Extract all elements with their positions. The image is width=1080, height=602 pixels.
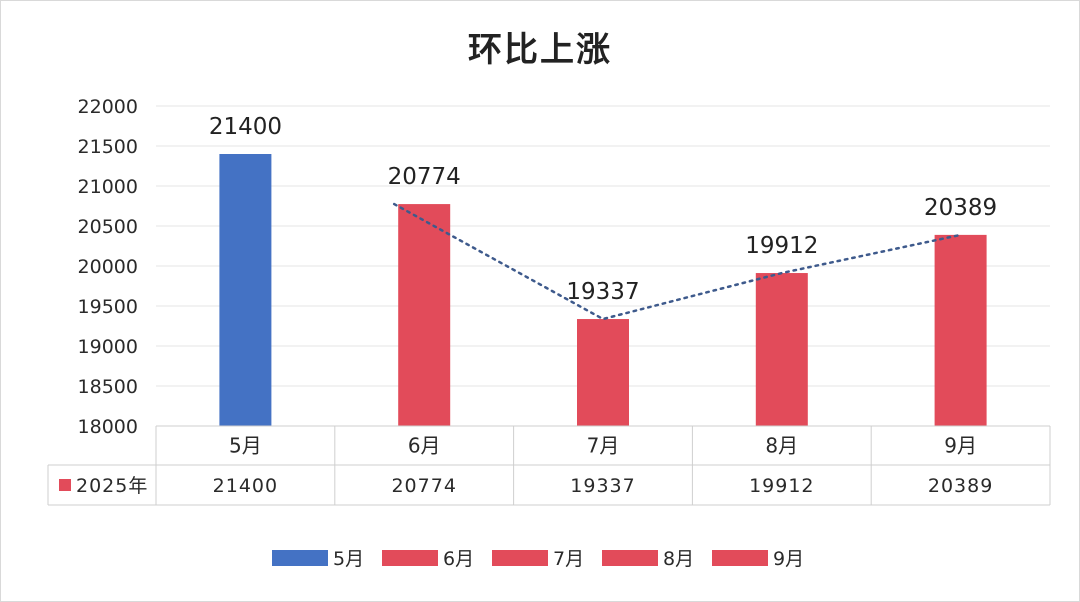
y-tick-label: 19000 (78, 336, 138, 358)
data-label: 19912 (745, 233, 818, 259)
table-cell: 19912 (749, 475, 814, 497)
y-tick-label: 18000 (78, 416, 138, 438)
data-label: 21400 (209, 114, 282, 140)
bar-2 (398, 204, 451, 426)
data-label: 19337 (566, 279, 639, 305)
bar-1 (219, 154, 272, 426)
y-tick-label: 20000 (78, 256, 138, 278)
bars (219, 154, 987, 426)
data-table: 5月 6月 7月 8月 9月 2025年 21400 20774 19337 19912 20389 (47, 425, 1051, 506)
table-cell: 20389 (928, 475, 993, 497)
category-label: 8月 (765, 434, 798, 458)
bar-3 (577, 319, 629, 426)
y-tick-label: 22000 (78, 96, 138, 118)
legend-swatch (272, 550, 328, 566)
table-legend-swatch (59, 479, 71, 491)
legend-swatch (602, 550, 658, 566)
category-label: 6月 (408, 434, 441, 458)
table-cell: 20774 (391, 475, 456, 497)
legend-swatch (382, 550, 438, 566)
y-tick-label: 20500 (78, 216, 138, 238)
legend: 5月 6月 7月 8月 9月 (272, 548, 804, 570)
y-tick-label: 19500 (78, 296, 138, 318)
legend-label: 9月 (773, 548, 804, 570)
table-cell: 19337 (570, 475, 635, 497)
trendline-path (392, 202, 962, 321)
y-tick-label: 18500 (78, 376, 138, 398)
category-label: 7月 (587, 434, 620, 458)
data-label: 20774 (388, 164, 461, 190)
table-cell: 21400 (213, 475, 278, 497)
bar-5 (934, 234, 987, 426)
y-tick-label: 21000 (78, 176, 138, 198)
legend-label: 5月 (333, 548, 364, 570)
legend-swatch (492, 550, 548, 566)
gridlines (156, 105, 1050, 387)
data-label: 20389 (924, 195, 997, 221)
chart-title: 环比上涨 (468, 30, 612, 70)
trendline (392, 202, 962, 321)
y-tick-label: 21500 (78, 136, 138, 158)
table-row-label: 2025年 (76, 475, 148, 497)
y-axis: 18000 18500 19000 19500 20000 20500 21000 21500… (78, 96, 138, 438)
legend-label: 6月 (443, 548, 474, 570)
category-label: 9月 (944, 434, 977, 458)
legend-label: 8月 (663, 548, 694, 570)
legend-swatch (712, 550, 768, 566)
category-label: 5月 (229, 434, 262, 458)
bar-4 (755, 273, 808, 426)
legend-label: 7月 (553, 548, 584, 570)
data-labels: 21400 20774 19337 19912 20389 (209, 114, 997, 305)
